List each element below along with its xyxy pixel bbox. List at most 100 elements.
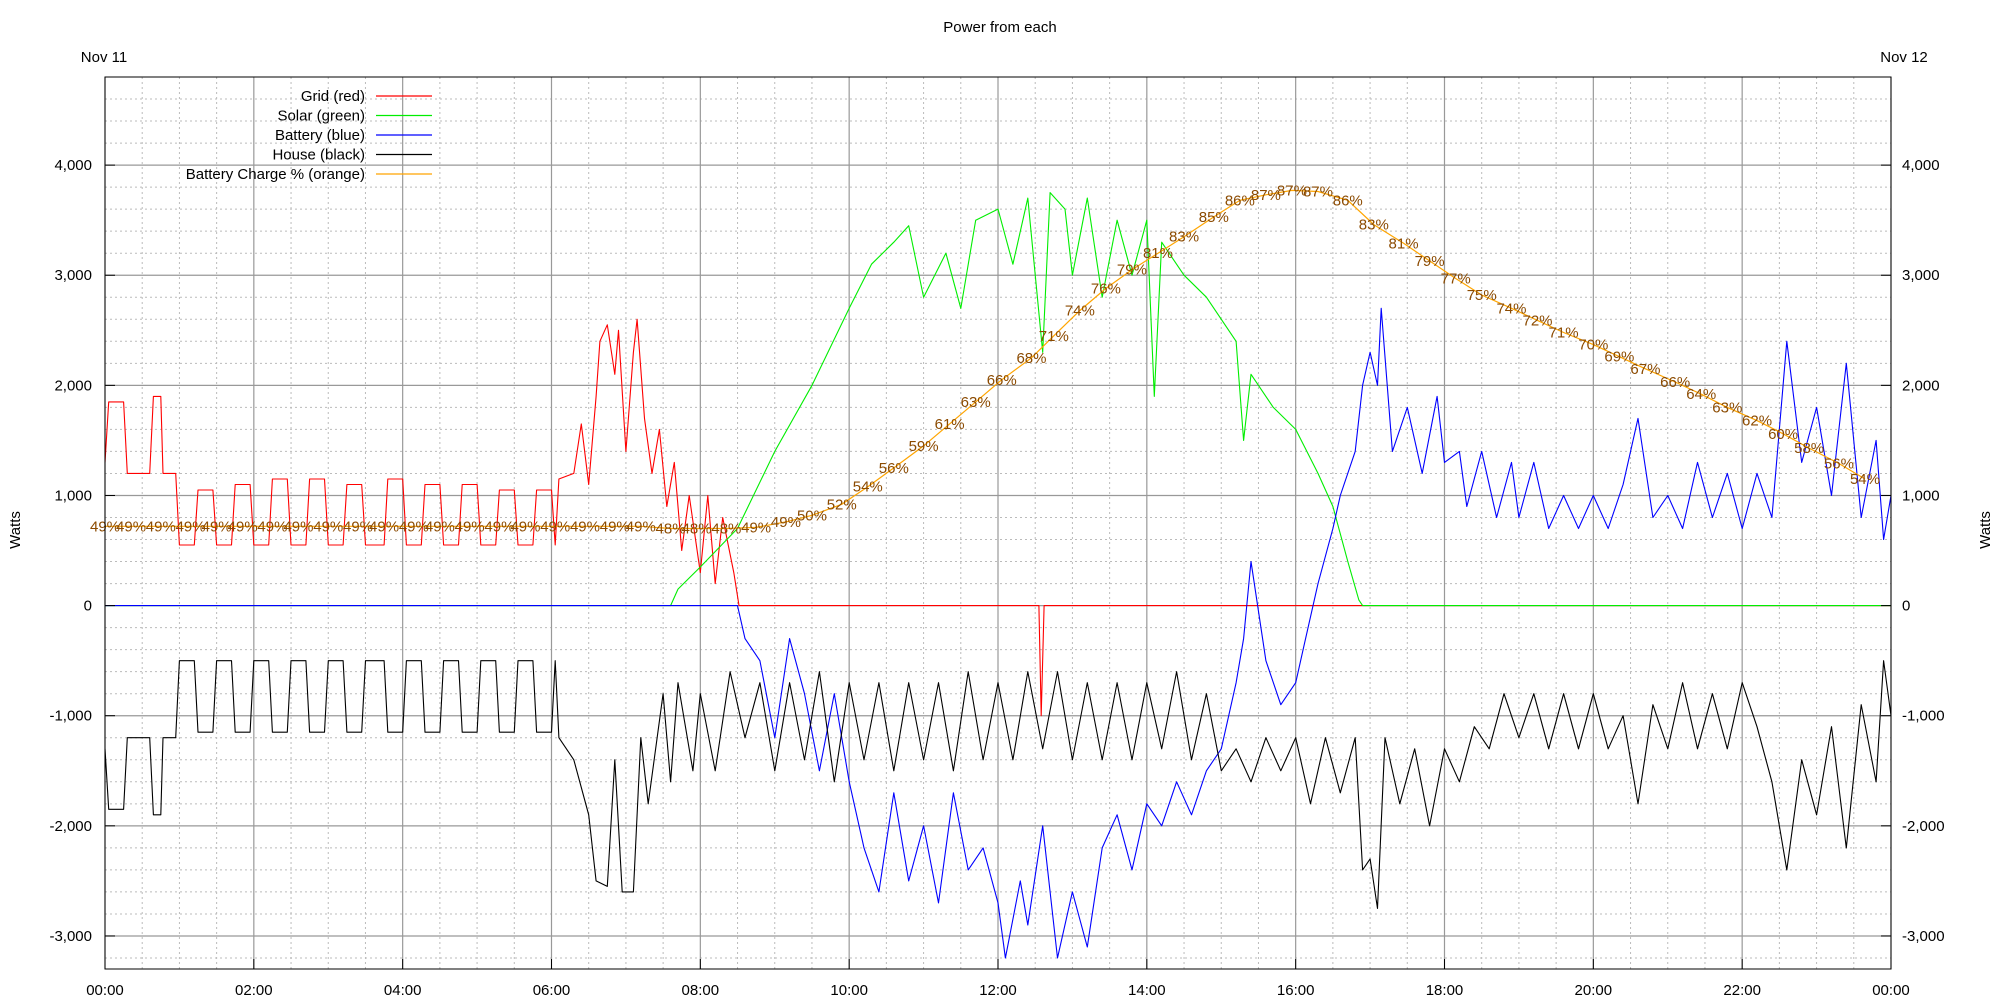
battery-charge-label: 58% (1794, 440, 1824, 457)
legend-label: Battery (blue) (275, 127, 365, 144)
battery-charge-label: 49% (257, 518, 287, 535)
y-tick-label-left: -3,000 (49, 928, 92, 945)
battery-charge-label: 87% (1251, 187, 1281, 204)
battery-charge-label: 81% (1143, 245, 1173, 262)
battery-charge-label: 49% (484, 518, 514, 535)
battery-charge-label: 49% (228, 518, 258, 535)
legend-label: House (black) (272, 147, 365, 164)
y-tick-label-right: -2,000 (1902, 818, 1945, 835)
y-tick-label-left: -1,000 (49, 708, 92, 725)
x-tick-label: 02:00 (235, 982, 273, 999)
legend-label: Solar (green) (277, 108, 365, 125)
battery-charge-label: 87% (1277, 182, 1307, 199)
battery-charge-label: 49% (369, 518, 399, 535)
y-tick-label-left: 3,000 (54, 267, 92, 284)
battery-charge-label: 49% (202, 518, 232, 535)
battery-charge-label: 77% (1441, 271, 1471, 288)
battery-charge-label: 64% (1686, 386, 1716, 403)
x-tick-label: 00:00 (86, 982, 124, 999)
x-tick-label: 14:00 (1128, 982, 1166, 999)
battery-charge-label: 49% (540, 518, 570, 535)
series-layer (104, 192, 1892, 959)
battery-charge-label: 49% (313, 518, 343, 535)
battery-charge-label: 79% (1415, 253, 1445, 270)
y-tick-label-right: -1,000 (1902, 708, 1945, 725)
y-tick-label-left: 1,000 (54, 487, 92, 504)
battery-charge-label: 81% (1389, 235, 1419, 252)
battery-charge-series-line (105, 189, 1866, 530)
battery-charge-label: 74% (1065, 302, 1095, 319)
x-tick-label: 18:00 (1426, 982, 1464, 999)
battery-series-line (105, 307, 1892, 959)
battery-charge-label: 49% (283, 518, 313, 535)
legend-label: Grid (red) (301, 88, 365, 105)
grid-series-line (104, 318, 1891, 717)
battery-charge-label: 49% (455, 518, 485, 535)
x-tick-label: 08:00 (682, 982, 720, 999)
battery-charge-label: 63% (1712, 399, 1742, 416)
x-tick-label: 12:00 (979, 982, 1017, 999)
x-tick-label: 20:00 (1575, 982, 1613, 999)
battery-charge-labels: 49%49% 49% 49%49%49% 49%49% 49% 49%49% 49%49% 4… (90, 182, 1880, 537)
y-tick-label-right: 4,000 (1902, 157, 1940, 174)
battery-charge-label: 54% (853, 479, 883, 496)
y-tick-label-left: 0 (84, 598, 92, 615)
battery-charge-label: 49% (425, 518, 455, 535)
battery-charge-label: 71% (1039, 328, 1069, 345)
y-axis-label-right: Watts (1977, 511, 1994, 549)
battery-charge-label: 49% (176, 518, 206, 535)
battery-charge-label: 74% (1496, 300, 1526, 317)
axis-layer: 00:00 02:00 04:00 06:00 08:00 10:00 12:00 14:00… (49, 157, 1944, 999)
battery-charge-label: 49% (116, 518, 146, 535)
battery-charge-label: 69% (1604, 349, 1634, 366)
solar-series-line (105, 192, 1891, 607)
battery-charge-label: 63% (961, 394, 991, 411)
battery-charge-label: 48% (682, 521, 712, 538)
battery-charge-label: 85% (1199, 209, 1229, 226)
battery-charge-label: 56% (1824, 456, 1854, 473)
battery-charge-label: 87% (1303, 184, 1333, 201)
y-tick-label-left: 4,000 (54, 157, 92, 174)
x-tick-label: 06:00 (533, 982, 571, 999)
battery-charge-label: 70% (1578, 337, 1608, 354)
battery-charge-label: 49% (399, 518, 429, 535)
y-tick-label-left: -2,000 (49, 818, 92, 835)
y-tick-label-right: 2,000 (1902, 377, 1940, 394)
battery-charge-label: 50% (797, 507, 827, 524)
battery-charge-label: 76% (1091, 280, 1121, 297)
battery-charge-label: 49% (510, 518, 540, 535)
x-tick-label: 10:00 (830, 982, 868, 999)
grid (104, 76, 1892, 969)
x-tick-label: 00:00 (1872, 982, 1910, 999)
x-tick-label: 16:00 (1277, 982, 1315, 999)
battery-charge-label: 71% (1549, 324, 1579, 341)
battery-charge-label: 49% (626, 518, 656, 535)
chart-title: Power from each (943, 19, 1056, 36)
legend: Grid (red) Solar (green) Battery (blue) Hou… (186, 88, 432, 183)
battery-charge-label: 49% (343, 518, 373, 535)
battery-charge-label: 56% (879, 460, 909, 477)
x-tick-label: 22:00 (1723, 982, 1761, 999)
battery-charge-label: 61% (935, 416, 965, 433)
y-tick-label-right: 1,000 (1902, 487, 1940, 504)
battery-charge-label: 68% (1016, 350, 1046, 367)
battery-charge-label: 66% (1660, 374, 1690, 391)
house-series-line (104, 660, 1892, 909)
battery-charge-label: 83% (1359, 217, 1389, 234)
battery-charge-label: 66% (987, 372, 1017, 389)
y-axis-label-left: Watts (7, 511, 24, 549)
battery-charge-label: 59% (909, 438, 939, 455)
battery-charge-label: 49% (570, 518, 600, 535)
battery-charge-label: 62% (1742, 413, 1772, 430)
legend-label: Battery Charge % (orange) (186, 166, 365, 183)
y-tick-label-right: 3,000 (1902, 267, 1940, 284)
battery-charge-label: 86% (1333, 192, 1363, 209)
date-left-label: Nov 11 (81, 49, 127, 66)
y-tick-label-right: 0 (1902, 598, 1910, 615)
battery-charge-label: 49% (741, 519, 771, 536)
y-tick-label-right: -3,000 (1902, 928, 1945, 945)
battery-charge-label: 75% (1467, 287, 1497, 304)
battery-charge-label: 52% (827, 496, 857, 513)
battery-charge-label: 72% (1523, 312, 1553, 329)
